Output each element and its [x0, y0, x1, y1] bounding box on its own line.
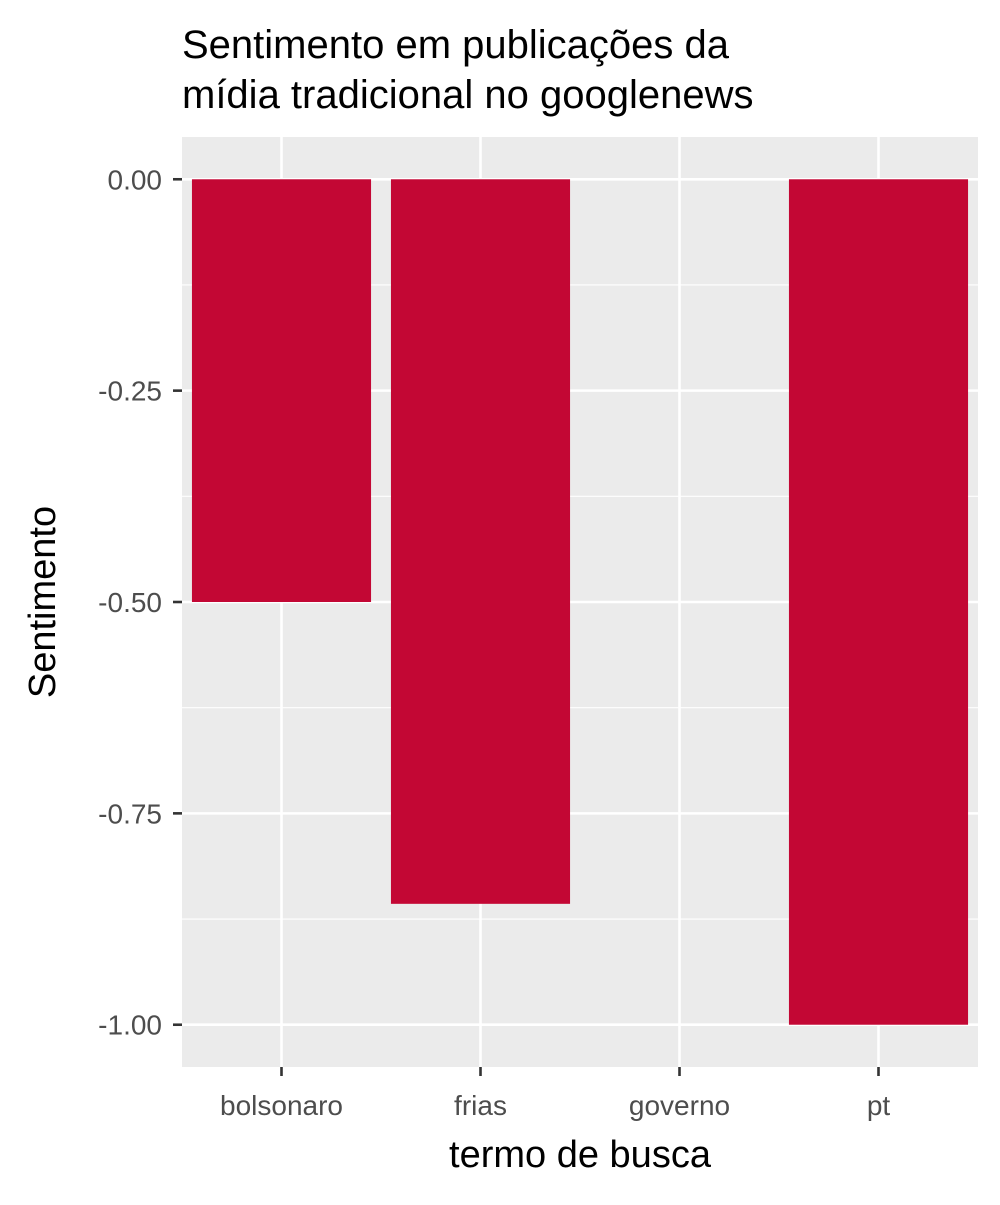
x-tick-label: bolsonaro	[220, 1090, 343, 1121]
y-tick-label: -0.25	[98, 376, 162, 407]
x-tick-label: pt	[867, 1090, 891, 1121]
bar-bolsonaro	[191, 179, 372, 603]
chart-title: Sentimento em publicações da mídia tradi…	[182, 23, 753, 117]
chart-title-line-1: Sentimento em publicações da	[182, 23, 730, 67]
x-tick-label: governo	[629, 1090, 730, 1121]
bar-frias	[390, 179, 571, 904]
bar-pt	[788, 179, 969, 1025]
y-axis-title: Sentimento	[22, 506, 64, 698]
y-axis-ticks: 0.00 -0.25 -0.50 -0.75 -1.00	[98, 164, 182, 1041]
x-tick-label: frias	[454, 1090, 507, 1121]
y-tick-label: -0.75	[98, 798, 162, 829]
x-axis-ticks: bolsonaro frias governo pt	[220, 1067, 890, 1121]
y-tick-label: 0.00	[108, 164, 163, 195]
y-tick-label: -1.00	[98, 1010, 162, 1041]
x-axis-title: termo de busca	[449, 1134, 712, 1176]
chart-title-line-2: mídia tradicional no googlenews	[182, 73, 753, 117]
y-tick-label: -0.50	[98, 587, 162, 618]
bars	[191, 179, 969, 1025]
